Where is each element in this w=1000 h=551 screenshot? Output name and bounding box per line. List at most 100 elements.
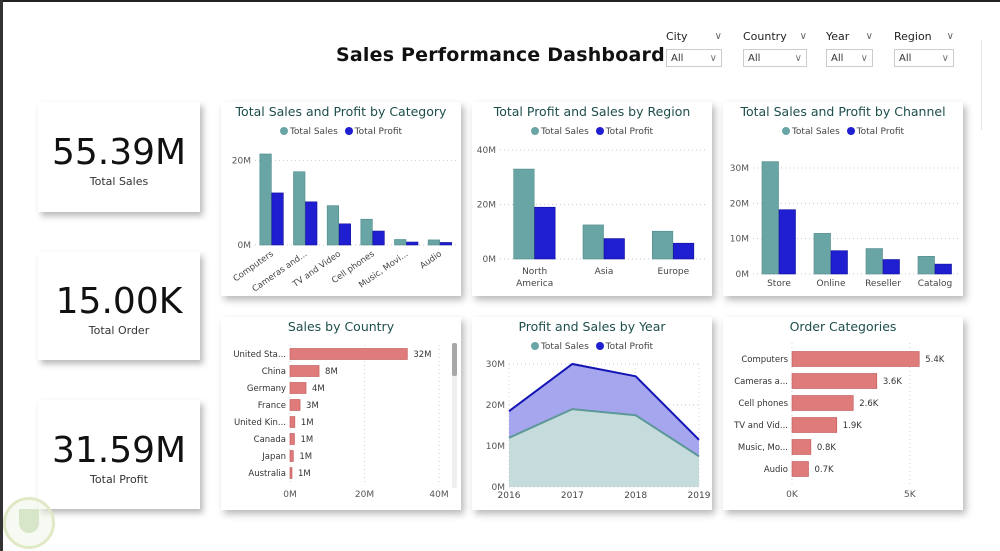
chart-card-orders[interactable]: Order Categories 0K 5K Computers 5.4K Camera…: [723, 317, 963, 510]
legend-item-sales[interactable]: Total Sales: [781, 127, 840, 137]
kpi-value: 15.00K: [55, 281, 183, 322]
x-tick-label: 2017: [561, 491, 584, 501]
kpi-label: Total Profit: [90, 473, 148, 486]
chevron-down-icon[interactable]: ∨: [865, 30, 873, 42]
legend-item-profit[interactable]: Total Profit: [344, 127, 403, 137]
bar: [791, 417, 838, 433]
bar-total-sales: [394, 239, 407, 246]
bar: [289, 467, 293, 479]
bar-total-profit: [271, 192, 284, 246]
year-dropdown[interactable]: All ∨: [826, 49, 873, 67]
chevron-down-icon[interactable]: ∨: [714, 30, 722, 42]
bar: [791, 373, 878, 389]
data-label: 1M: [300, 435, 313, 445]
chart-legend: Total Sales Total Profit: [472, 127, 712, 137]
chart-legend: Total Sales Total Profit: [472, 342, 712, 352]
dropdown-value: All: [671, 52, 684, 64]
bar-total-profit: [372, 230, 385, 246]
city-dropdown[interactable]: All ∨: [666, 49, 722, 67]
bar: [791, 395, 854, 411]
data-label: 5.4K: [925, 355, 945, 365]
y-tick-label: 10M: [486, 442, 505, 452]
bar-total-sales: [865, 248, 883, 275]
category-label: United Kin...: [234, 418, 286, 428]
x-tick-label: North: [522, 267, 547, 277]
bar: [289, 348, 408, 360]
category-label: France: [258, 401, 286, 411]
legend-dot-icon: [595, 342, 604, 350]
slicer-label: Country: [743, 29, 787, 43]
slicer-label: Region: [894, 29, 932, 43]
x-tick-label: Reseller: [865, 279, 901, 289]
bar: [289, 365, 320, 377]
x-tick-label: Store: [767, 279, 791, 289]
chart-card-channel[interactable]: Total Sales and Profit by Channel Total …: [723, 102, 963, 296]
y-tick-label: 0M: [736, 270, 750, 280]
bar: [289, 433, 295, 445]
legend-dot-icon: [781, 127, 790, 135]
bar-total-profit: [673, 242, 695, 260]
chart-card-year[interactable]: Profit and Sales by Year Total Sales Tot…: [472, 317, 712, 510]
chart-card-country[interactable]: Sales by Country 0M 20M 40M United Sta... 32…: [221, 317, 461, 510]
y-tick-label: 0M: [483, 255, 497, 265]
line-total-sales: [508, 408, 700, 458]
y-tick-label: 20M: [232, 156, 251, 166]
legend-item-sales[interactable]: Total Sales: [530, 342, 589, 352]
x-tick-label: 0K: [786, 490, 799, 500]
y-tick-label: 30M: [486, 360, 505, 370]
category-label: Cameras a...: [734, 377, 788, 387]
x-tick-label: 5K: [904, 490, 917, 500]
slicer-label: Year: [826, 29, 850, 43]
chart-card-category[interactable]: Total Sales and Profit by Category Total…: [221, 102, 461, 296]
chevron-down-icon[interactable]: ∨: [799, 30, 807, 42]
slicer-country: Country ∨ All ∨: [743, 28, 807, 67]
y-tick-label: 10M: [730, 235, 749, 245]
chart-legend: Total Sales Total Profit: [723, 127, 963, 137]
bar: [791, 351, 920, 367]
category-label: China: [262, 367, 286, 377]
x-tick-label: Europe: [658, 267, 690, 277]
region-dropdown[interactable]: All ∨: [894, 49, 954, 67]
category-label: Audio: [764, 465, 788, 475]
shield-icon: [19, 509, 39, 533]
legend-item-profit[interactable]: Total Profit: [846, 127, 904, 137]
data-label: 3.6K: [883, 377, 903, 387]
y-tick-label: 20M: [730, 199, 749, 209]
scrollbar-thumb[interactable]: [452, 343, 457, 376]
kpi-label: Total Order: [88, 324, 150, 337]
slicer-city: City ∨ All ∨: [666, 28, 722, 67]
bar-total-sales: [513, 168, 535, 260]
legend-item-sales[interactable]: Total Sales: [530, 127, 589, 137]
chevron-down-icon[interactable]: ∨: [946, 30, 954, 42]
dropdown-value: All: [899, 52, 912, 64]
bar-total-sales: [652, 230, 674, 260]
channel-chart: 0M 10M 20M 30M Store Online Reseller Catalog: [730, 161, 961, 289]
legend-item-profit[interactable]: Total Profit: [595, 342, 653, 352]
dropdown-value: All: [748, 52, 761, 64]
legend-item-profit[interactable]: Total Profit: [595, 127, 653, 137]
legend-label: Total Sales: [791, 127, 840, 137]
scrollbar-track: [452, 343, 457, 488]
country-dropdown[interactable]: All ∨: [743, 49, 807, 67]
data-label: 1M: [298, 469, 311, 479]
category-label: United Sta...: [233, 350, 286, 360]
y-tick-label: 30M: [730, 164, 749, 174]
divider: [981, 40, 982, 130]
kpi-card-total-order: 15.00K Total Order: [38, 252, 200, 360]
kpi-value: 31.59M: [51, 430, 187, 471]
y-tick-label: 20M: [486, 401, 505, 411]
legend-dot-icon: [279, 127, 288, 135]
chevron-down-icon: ∨: [860, 52, 868, 64]
chart-card-region[interactable]: Total Profit and Sales by Region Total S…: [472, 102, 712, 296]
legend-dot-icon: [344, 127, 353, 135]
bar-total-sales: [917, 256, 935, 275]
data-label: 32M: [413, 350, 431, 360]
x-tick-label: 20M: [355, 490, 374, 500]
legend-item-sales[interactable]: Total Sales: [279, 127, 338, 137]
category-label: Computers: [741, 355, 788, 365]
y-tick-label: 40M: [477, 146, 496, 156]
legend-label: Total Profit: [354, 127, 403, 137]
bar-total-profit: [534, 206, 556, 260]
bar-total-profit: [305, 201, 318, 246]
bar-total-sales: [360, 218, 373, 246]
